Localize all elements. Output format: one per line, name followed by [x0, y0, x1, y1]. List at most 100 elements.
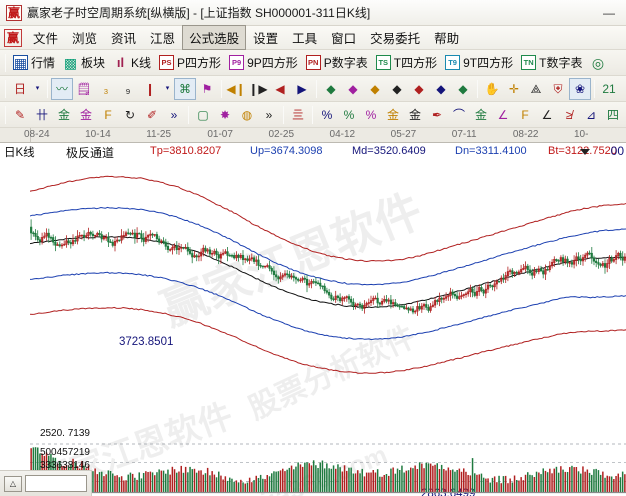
ink-drop-icon[interactable]: ✒ — [426, 104, 448, 126]
expand-triangle-button[interactable]: △ — [4, 475, 22, 492]
gann-gold-2-icon-glyph: 金 — [79, 107, 92, 122]
dropdown-caret-icon[interactable]: ▾ — [161, 78, 174, 100]
percent-icon[interactable]: % — [338, 104, 360, 126]
gold-red-icon[interactable]: 金 — [470, 104, 492, 126]
vertical-bar-icon-glyph: ❙ — [144, 81, 156, 96]
flag-icon[interactable]: ⚑ — [196, 78, 218, 100]
toolbar-button-P四方形[interactable]: PS P四方形 — [155, 53, 225, 72]
diamond-right-icon[interactable]: ◆ — [364, 78, 386, 100]
diamond-cross-icon[interactable]: ◆ — [430, 78, 452, 100]
pen-ruler-icon[interactable]: ✐ — [141, 104, 163, 126]
diamond-target-icon[interactable]: ◆ — [452, 78, 474, 100]
brain-icon-glyph: ❀ — [574, 81, 586, 96]
chevron-down-icon[interactable] — [580, 149, 590, 155]
minimize-button[interactable]: — — [603, 5, 615, 20]
gold-line-icon[interactable]: 金 — [404, 104, 426, 126]
diamond-shrink-icon[interactable]: ◆ — [408, 78, 430, 100]
date-tick-5: 04-12 — [329, 129, 356, 140]
menu-logo-icon: 赢 — [4, 28, 22, 47]
percent-line-icon[interactable]: % — [316, 104, 338, 126]
volume-plot[interactable] — [30, 426, 626, 496]
arc-tool-icon[interactable]: ⌒ — [448, 104, 470, 126]
more-chevron-icon[interactable]: » — [258, 104, 280, 126]
last-page-icon[interactable]: ❙▶ — [247, 78, 269, 100]
indicator-value-Md: Md=3520.6409 — [352, 145, 426, 157]
angle-multi-icon[interactable]: ≱ — [558, 104, 580, 126]
menu-item-2[interactable]: 资讯 — [111, 32, 137, 46]
indicator-9-icon-glyph: ₉ — [125, 81, 131, 96]
grid-lines-icon-glyph: 卄 — [35, 107, 48, 122]
price-plot[interactable] — [30, 160, 626, 426]
prev-icon[interactable]: ◀ — [269, 78, 291, 100]
title-bar: 赢 赢家老子时空周期系统[纵横版] - [上证指数 SH000001-311日K… — [0, 0, 626, 26]
gold-circle-icon[interactable]: 金 — [382, 104, 404, 126]
crosshair-icon[interactable]: ✛ — [503, 78, 525, 100]
toolbar-button-9T四方形[interactable]: T9 9T四方形 — [441, 53, 517, 72]
diamond-left-icon[interactable]: ◆ — [342, 78, 364, 100]
next-icon[interactable]: ▶ — [291, 78, 313, 100]
formula-icon[interactable]: ⌘ — [174, 77, 196, 100]
rectangle-tool-icon[interactable]: ▢ — [192, 104, 214, 126]
fibonacci-f-icon[interactable]: F — [97, 104, 119, 126]
angle-line-icon[interactable]: ∠ — [492, 104, 514, 126]
toolbar-button-9P四方形[interactable]: P9 9P四方形 — [225, 53, 302, 72]
toolbar-button-板块[interactable]: ▩ 板块 — [59, 53, 109, 72]
gann-gold-1-icon[interactable]: 金 — [53, 104, 75, 126]
status-input-field[interactable] — [25, 475, 87, 492]
pn-number-icon: PN — [305, 55, 321, 70]
menu-item-0[interactable]: 文件 — [33, 32, 59, 46]
calendar-21-icon[interactable]: 21 — [598, 78, 620, 100]
indicator-9-icon[interactable]: ₉ — [117, 78, 139, 100]
wave-overlay-icon[interactable]: 〰 — [51, 77, 73, 100]
hand-pan-icon[interactable]: ✋ — [481, 78, 503, 100]
percent-line2-icon[interactable]: % — [360, 104, 382, 126]
angle-box-icon[interactable]: ⊿ — [580, 104, 602, 126]
menu-item-1[interactable]: 浏览 — [72, 32, 98, 46]
drawing-toolbar: ✎ 卄金金 F ↻ ✐» ▢ ✸ ◍» 亖%%% 金金 ✒ ⌒ 金 ∠ F ∠ ≱ ⊿ 四 — [0, 102, 626, 128]
toolbar-button-T数字表[interactable]: TN T数字表 — [517, 53, 586, 72]
menu-item-3[interactable]: 江恩 — [150, 32, 176, 46]
fan-lines-icon[interactable]: ✸ — [214, 104, 236, 126]
percent-icon-glyph: % — [343, 107, 355, 122]
toolbar-button-T四方形[interactable]: TS T四方形 — [372, 53, 441, 72]
compass-icon[interactable]: ⟁ — [525, 78, 547, 100]
menu-item-8[interactable]: 交易委托 — [370, 32, 421, 46]
toolbar-button-行情[interactable]: ▦ 行情 — [9, 53, 59, 72]
more-chevron-icon[interactable]: » — [163, 104, 185, 126]
menu-item-7[interactable]: 窗口 — [331, 32, 357, 46]
fan-tool-icon[interactable]: ⛨ — [547, 78, 569, 100]
angle-gold-icon[interactable]: ∠ — [536, 104, 558, 126]
grid-lines-icon[interactable]: 卄 — [31, 104, 53, 126]
circle-grid-icon[interactable]: ◍ — [236, 104, 258, 126]
menu-item-9[interactable]: 帮助 — [434, 32, 460, 46]
toolbar-button-P数字表[interactable]: PN P数字表 — [302, 53, 372, 72]
indicator-3-icon[interactable]: ₃ — [95, 78, 117, 100]
square-tool-icon[interactable]: 四 — [602, 104, 624, 126]
app-logo-icon: 赢 — [6, 4, 22, 21]
ladder-icon[interactable]: 亖 — [287, 104, 309, 126]
first-page-icon[interactable]: ◀❙ — [225, 78, 247, 100]
brain-icon[interactable]: ❀ — [569, 77, 591, 100]
pen-draw-icon[interactable]: ✎ — [9, 104, 31, 126]
menu-item-6[interactable]: 工具 — [292, 32, 318, 46]
vertical-bar-icon[interactable]: ❙ — [139, 78, 161, 100]
fib-f-red-icon[interactable]: F — [514, 104, 536, 126]
calendar-day-icon[interactable]: 日 — [9, 78, 31, 100]
gann-gold-2-icon[interactable]: 金 — [75, 104, 97, 126]
toolbar-button-K线[interactable]: ıl K线 — [109, 53, 155, 72]
spiral-icon[interactable]: ↻ — [119, 104, 141, 126]
dropdown-caret-icon[interactable]: ▾ — [31, 78, 44, 100]
clipboard-icon[interactable]: 🗒 — [73, 78, 95, 100]
toolbar-button-target-circle-icon[interactable]: ◎ — [586, 54, 609, 71]
price-chart-svg — [30, 175, 626, 374]
angle-gold-icon-glyph: ∠ — [541, 107, 553, 122]
toolbar-button-label: P数字表 — [323, 56, 368, 70]
menu-item-5[interactable]: 设置 — [253, 32, 279, 46]
toolbar-separator — [594, 79, 595, 98]
chart-area[interactable]: 08-24 10-14 11-25 01-07 02-25 04-12 05-27 07-11… — [0, 128, 626, 496]
angle-multi-icon-glyph: ≱ — [565, 107, 573, 122]
diamond-expand-icon[interactable]: ◆ — [386, 78, 408, 100]
calculator-icon[interactable]: ▥ — [620, 78, 626, 100]
menu-item-4[interactable]: 公式选股 — [182, 25, 247, 50]
diamond-left-right-icon[interactable]: ◆ — [320, 78, 342, 100]
